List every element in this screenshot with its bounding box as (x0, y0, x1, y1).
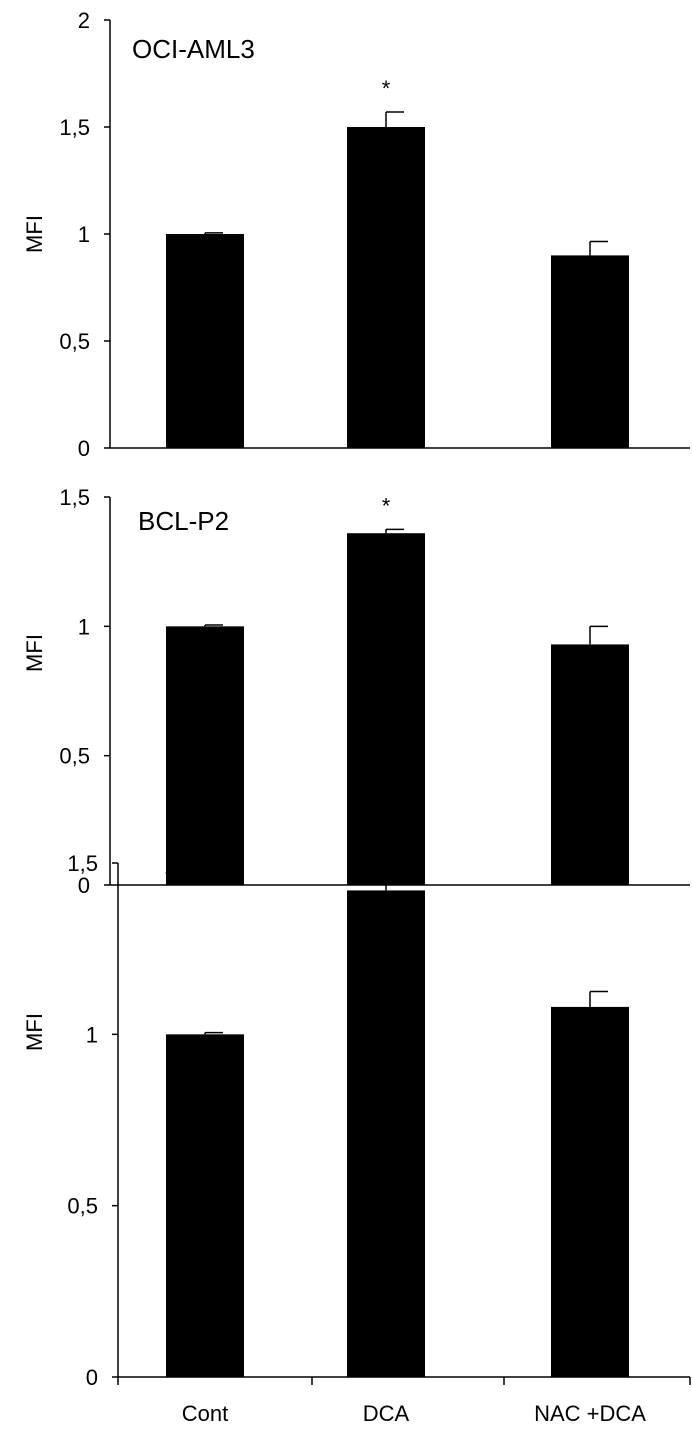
bar-cont (166, 234, 244, 448)
x-category-label: DCA (363, 1401, 410, 1426)
y-tick-label: 0,5 (59, 744, 90, 769)
bar-nac-dca (551, 255, 629, 448)
y-tick-label: 1,5 (59, 485, 90, 510)
bar-dca (347, 127, 425, 448)
y-axis-label: MFI (22, 634, 47, 672)
bar-dca (347, 890, 425, 1377)
y-tick-label: 0 (78, 873, 90, 898)
bar-cont (166, 1034, 244, 1377)
x-category-label: Cont (182, 1401, 228, 1426)
panel-title: Jurkat (165, 853, 237, 883)
y-tick-label: 1,5 (59, 115, 90, 140)
y-tick-label: 0,5 (67, 1194, 98, 1219)
significance-marker: * (382, 493, 391, 518)
panel-title: BCL-P2 (138, 506, 229, 536)
y-tick-label: 2 (78, 8, 90, 33)
bar-nac-dca (551, 644, 629, 885)
y-tick-label: 1 (78, 614, 90, 639)
y-tick-label: 0 (86, 1365, 98, 1390)
panel-oci-aml3: OCI-AML3 MFI 0 0,5 1 1,5 2 * (22, 8, 690, 461)
significance-marker: * (382, 841, 391, 866)
panel-bcl-p2: BCL-P2 MFI 0 0,5 1 1,5 * (22, 485, 690, 898)
y-tick-label: 1,5 (67, 851, 98, 876)
y-tick-label: 1 (86, 1022, 98, 1047)
y-tick-label: 0 (78, 436, 90, 461)
bar-nac-dca (551, 1006, 629, 1377)
panel-jurkat: Jurkat MFI 0 0,5 1 1,5 Cont * DCA NAC +DCA (22, 841, 691, 1426)
bar-cont (166, 626, 244, 885)
y-axis-label: MFI (22, 1013, 47, 1051)
bar-dca (347, 533, 425, 885)
panel-title: OCI-AML3 (132, 34, 255, 64)
significance-marker: * (382, 76, 391, 101)
y-tick-label: 0,5 (59, 329, 90, 354)
x-category-label: NAC +DCA (534, 1401, 646, 1426)
y-tick-label: 1 (78, 222, 90, 247)
y-axis-label: MFI (22, 215, 47, 253)
